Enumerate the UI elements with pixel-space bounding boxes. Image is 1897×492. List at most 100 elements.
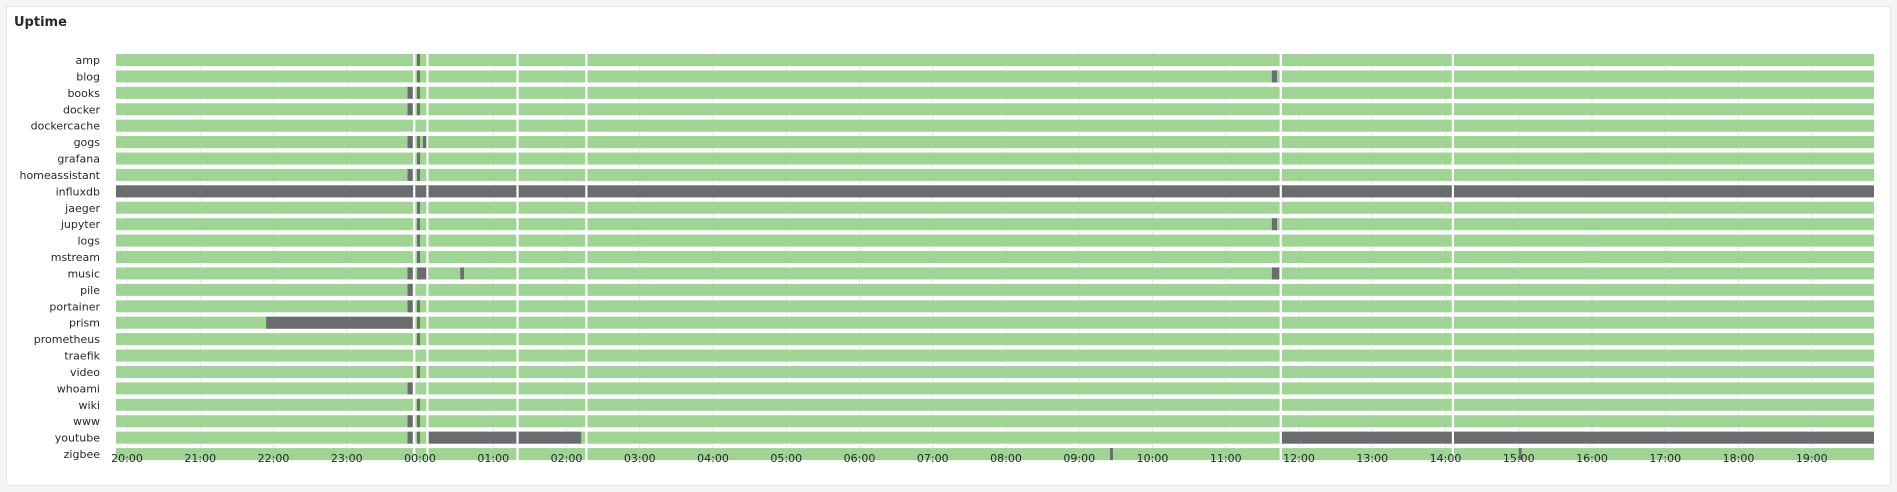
gap-zigbee-1 <box>426 448 429 461</box>
x-tick-14:00: 14:00 <box>1430 452 1462 465</box>
gap-pile-0 <box>413 283 416 296</box>
gap-traefik-2 <box>516 349 519 362</box>
down-segment-amp-0 <box>417 54 420 66</box>
row-label-www: www <box>73 415 100 428</box>
gap-traefik-4 <box>1279 349 1282 362</box>
gap-amp-2 <box>516 54 519 66</box>
x-tick-00:00: 00:00 <box>404 452 436 465</box>
gap-logs-5 <box>1451 234 1455 247</box>
gap-whoami-4 <box>1279 382 1282 395</box>
gap-traefik-5 <box>1451 349 1455 362</box>
down-segment-whoami-0 <box>407 382 413 395</box>
up-bar-mstream <box>116 251 1874 264</box>
gap-grafana-3 <box>585 152 588 165</box>
gap-portainer-0 <box>413 300 416 313</box>
up-bar-homeassistant <box>116 168 1874 181</box>
down-segment-youtube-0 <box>407 431 413 444</box>
gap-gogs-2 <box>516 136 519 149</box>
gap-books-3 <box>585 86 588 99</box>
gap-prometheus-5 <box>1451 333 1455 346</box>
gap-youtube-1 <box>426 431 429 444</box>
gap-portainer-2 <box>516 300 519 313</box>
gap-youtube-2 <box>516 431 519 444</box>
gap-homeassistant-3 <box>585 168 588 181</box>
gap-influxdb-3 <box>585 185 588 198</box>
panel-title[interactable]: Uptime <box>14 15 67 30</box>
x-tick-03:00: 03:00 <box>624 452 656 465</box>
gap-music-0 <box>413 267 416 280</box>
row-label-jaeger: jaeger <box>64 202 100 215</box>
gap-video-1 <box>426 365 429 378</box>
gap-grafana-2 <box>516 152 519 165</box>
gap-whoami-2 <box>516 382 519 395</box>
gap-youtube-0 <box>413 431 416 444</box>
x-tick-02:00: 02:00 <box>551 452 583 465</box>
row-label-prometheus: prometheus <box>34 333 101 346</box>
gap-pile-3 <box>585 283 588 296</box>
up-bar-grafana <box>116 152 1874 165</box>
row-label-wiki: wiki <box>79 399 100 412</box>
gap-books-4 <box>1279 86 1282 99</box>
x-tick-22:00: 22:00 <box>258 452 290 465</box>
gap-blog-2 <box>516 70 519 83</box>
down-segment-youtube-2 <box>428 431 582 444</box>
gap-wiki-2 <box>516 398 519 411</box>
gap-prism-3 <box>585 316 588 329</box>
row-label-pile: pile <box>80 284 100 297</box>
gap-dockercache-5 <box>1451 119 1455 132</box>
gap-prism-5 <box>1451 316 1455 329</box>
gap-docker-5 <box>1451 103 1455 116</box>
gap-mstream-5 <box>1451 251 1455 264</box>
down-segment-wiki-0 <box>417 398 420 411</box>
up-bar-prism <box>116 316 1874 329</box>
row-label-prism: prism <box>69 317 100 330</box>
gap-prism-4 <box>1279 316 1282 329</box>
up-bar-whoami <box>116 382 1874 395</box>
gap-video-0 <box>413 365 416 378</box>
down-segment-music-2 <box>460 267 464 280</box>
down-segment-docker-0 <box>407 103 413 116</box>
gap-traefik-1 <box>426 349 429 362</box>
down-segment-homeassistant-0 <box>407 168 413 181</box>
gap-homeassistant-4 <box>1279 168 1282 181</box>
row-label-zigbee: zigbee <box>64 448 101 461</box>
gap-video-4 <box>1279 365 1282 378</box>
up-bar-prometheus <box>116 333 1874 346</box>
x-tick-19:00: 19:00 <box>1796 452 1828 465</box>
gap-youtube-4 <box>1279 431 1282 444</box>
gap-homeassistant-2 <box>516 168 519 181</box>
gap-logs-4 <box>1279 234 1282 247</box>
gap-amp-1 <box>426 54 429 66</box>
row-label-jupyter: jupyter <box>60 218 101 231</box>
up-bar-zigbee <box>116 448 1874 461</box>
gap-amp-0 <box>413 54 416 66</box>
gap-www-4 <box>1279 415 1282 428</box>
row-label-homeassistant: homeassistant <box>19 169 100 182</box>
x-tick-21:00: 21:00 <box>184 452 216 465</box>
gap-dockercache-4 <box>1279 119 1282 132</box>
gap-dockercache-3 <box>585 119 588 132</box>
x-tick-15:00: 15:00 <box>1503 452 1535 465</box>
down-segment-www-0 <box>407 415 413 428</box>
gap-logs-2 <box>516 234 519 247</box>
gap-influxdb-4 <box>1279 185 1282 198</box>
row-label-grafana: grafana <box>57 153 100 166</box>
gap-whoami-3 <box>585 382 588 395</box>
row-label-whoami: whoami <box>57 382 100 395</box>
up-bar-pile <box>116 283 1874 296</box>
gap-jupyter-0 <box>413 218 416 231</box>
x-tick-20:00: 20:00 <box>111 452 143 465</box>
gap-blog-5 <box>1451 70 1455 83</box>
down-segment-portainer-0 <box>407 300 413 313</box>
up-bar-jupyter <box>116 218 1874 231</box>
gap-docker-0 <box>413 103 416 116</box>
row-label-blog: blog <box>76 70 100 83</box>
down-segment-www-1 <box>417 415 420 428</box>
gap-gogs-5 <box>1451 136 1455 149</box>
gap-prometheus-0 <box>413 333 416 346</box>
row-label-gogs: gogs <box>74 136 101 149</box>
gap-gogs-4 <box>1279 136 1282 149</box>
down-segment-homeassistant-1 <box>417 168 420 181</box>
row-label-youtube: youtube <box>55 432 100 445</box>
gap-wiki-0 <box>413 398 416 411</box>
